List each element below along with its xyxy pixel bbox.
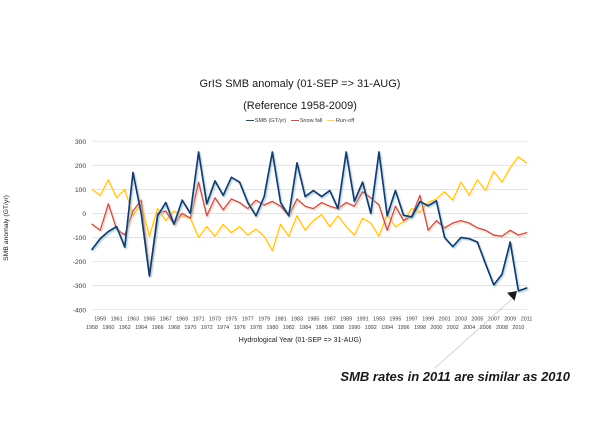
svg-text:1983: 1983 xyxy=(291,317,303,323)
svg-text:1970: 1970 xyxy=(184,325,196,331)
svg-text:2007: 2007 xyxy=(488,317,500,323)
svg-text:1992: 1992 xyxy=(365,325,377,331)
svg-text:2002: 2002 xyxy=(447,325,459,331)
svg-text:1964: 1964 xyxy=(135,325,147,331)
svg-text:1958: 1958 xyxy=(86,325,98,331)
svg-text:-300: -300 xyxy=(73,283,87,290)
svg-text:1984: 1984 xyxy=(299,325,311,331)
svg-text:1982: 1982 xyxy=(283,325,295,331)
svg-text:1971: 1971 xyxy=(193,317,205,323)
svg-text:1975: 1975 xyxy=(225,317,237,323)
svg-text:1985: 1985 xyxy=(307,317,319,323)
svg-text:1997: 1997 xyxy=(406,317,418,323)
svg-text:1965: 1965 xyxy=(143,317,155,323)
svg-text:1987: 1987 xyxy=(324,317,336,323)
svg-text:0: 0 xyxy=(82,211,86,218)
svg-text:1999: 1999 xyxy=(422,317,434,323)
svg-text:100: 100 xyxy=(75,187,86,194)
svg-text:1981: 1981 xyxy=(275,317,287,323)
svg-text:1980: 1980 xyxy=(266,325,278,331)
svg-text:-100: -100 xyxy=(73,235,87,242)
svg-text:1962: 1962 xyxy=(119,325,131,331)
svg-text:-400: -400 xyxy=(73,307,87,314)
svg-text:1972: 1972 xyxy=(201,325,213,331)
svg-text:1986: 1986 xyxy=(316,325,328,331)
svg-text:300: 300 xyxy=(75,139,86,146)
svg-text:1976: 1976 xyxy=(234,325,246,331)
svg-text:1963: 1963 xyxy=(127,317,139,323)
svg-text:1978: 1978 xyxy=(250,325,262,331)
svg-text:1967: 1967 xyxy=(160,317,172,323)
svg-text:1959: 1959 xyxy=(94,317,106,323)
svg-text:2011: 2011 xyxy=(521,317,533,323)
svg-text:1994: 1994 xyxy=(381,325,393,331)
svg-text:1977: 1977 xyxy=(242,317,254,323)
svg-text:1969: 1969 xyxy=(176,317,188,323)
svg-text:1993: 1993 xyxy=(373,317,385,323)
svg-text:-200: -200 xyxy=(73,259,87,266)
svg-text:200: 200 xyxy=(75,163,86,170)
svg-text:1989: 1989 xyxy=(340,317,352,323)
svg-text:1996: 1996 xyxy=(398,325,410,331)
svg-text:1979: 1979 xyxy=(258,317,270,323)
svg-text:1966: 1966 xyxy=(152,325,164,331)
svg-text:2004: 2004 xyxy=(463,325,475,331)
svg-text:1968: 1968 xyxy=(168,325,180,331)
svg-text:2009: 2009 xyxy=(504,317,516,323)
svg-text:1960: 1960 xyxy=(102,325,114,331)
svg-text:1973: 1973 xyxy=(209,317,221,323)
svg-text:2010: 2010 xyxy=(512,325,524,331)
svg-text:1995: 1995 xyxy=(389,317,401,323)
svg-text:2005: 2005 xyxy=(471,317,483,323)
svg-text:1988: 1988 xyxy=(332,325,344,331)
svg-text:2001: 2001 xyxy=(439,317,451,323)
svg-text:2003: 2003 xyxy=(455,317,467,323)
svg-text:2008: 2008 xyxy=(496,325,508,331)
svg-text:1990: 1990 xyxy=(348,325,360,331)
svg-text:2006: 2006 xyxy=(480,325,492,331)
svg-text:1998: 1998 xyxy=(414,325,426,331)
svg-text:1961: 1961 xyxy=(111,317,123,323)
svg-text:1974: 1974 xyxy=(217,325,229,331)
svg-text:1991: 1991 xyxy=(357,317,369,323)
svg-text:2000: 2000 xyxy=(430,325,442,331)
